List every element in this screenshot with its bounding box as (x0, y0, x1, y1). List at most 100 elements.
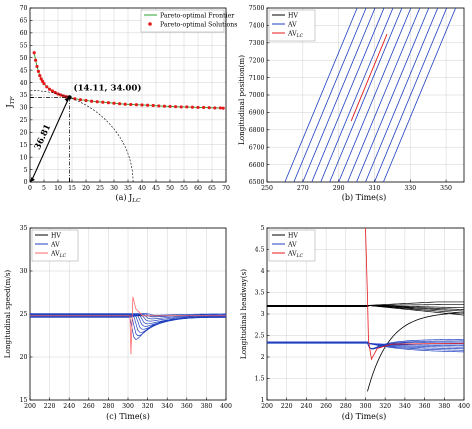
legend-entry: AV (287, 22, 297, 29)
pareto-solution-point (50, 89, 55, 93)
y-tick-label: 50 (20, 55, 28, 62)
y-tick-label: 1 (261, 397, 265, 404)
x-tick-label: 310 (369, 185, 381, 192)
av-trajectory (347, 8, 421, 182)
pareto-frontier-line (33, 52, 224, 109)
x-tick-label: 10 (54, 185, 62, 192)
y-tick-label: 35 (20, 225, 28, 232)
panel-d-headway: 200 220 240 260 280 300 320 340 360 380 400 1 1.5 2 2.… (239, 225, 470, 421)
x-tick-label: 280 (102, 403, 114, 410)
y-tick-label: 70 (20, 5, 28, 12)
lc-speed-line (30, 296, 226, 355)
av-headway-line (267, 341, 465, 353)
pareto-solution-point (84, 98, 88, 103)
pareto-solution-point (207, 106, 211, 110)
pareto-solution-point (146, 103, 150, 107)
x-tick-label: 50 (166, 185, 174, 192)
y-tick-label: 6800 (249, 127, 265, 134)
x-tick-label: 200 (24, 403, 36, 410)
y-tick-label: 65 (20, 18, 28, 25)
y-tick-label: 7500 (249, 5, 265, 12)
highlight-point (67, 95, 72, 100)
panel-a-pareto: 0 5 10 15 20 25 30 35 40 45 50 55 60 65 70 0 5 10 15 20 25 30… (5, 5, 237, 204)
legend-marker (148, 22, 152, 26)
x-tick-label: 70 (222, 185, 230, 192)
pareto-solution-point (45, 85, 49, 89)
av-trajectory (356, 8, 430, 182)
x-tick-label: 300 (122, 403, 134, 410)
radius-arrow-tail (30, 177, 35, 182)
pareto-solution-point (95, 100, 99, 104)
pareto-solution-point (174, 105, 178, 109)
pareto-solution-point (129, 102, 133, 107)
dashed-circle-arc (29, 90, 134, 183)
av-speed-line (30, 313, 227, 318)
x-tick-label: 400 (458, 403, 470, 410)
x-tick-label: 340 (161, 403, 173, 410)
y-tick-label: 35 (20, 92, 28, 99)
caption-a: (a) JLC (116, 193, 142, 204)
y-tick-label: 25 (20, 311, 28, 318)
pareto-solution-point (190, 105, 194, 109)
pareto-solution-point (106, 101, 110, 105)
legend-entry: AVLC (287, 251, 304, 260)
pareto-solution-point (38, 74, 42, 78)
caption-b: (b) Time(s) (342, 193, 386, 202)
y-tick-label: 15 (20, 142, 28, 149)
y-tick-label: 7100 (249, 75, 265, 82)
pareto-solution-point (90, 99, 94, 103)
x-tick-label: 260 (320, 403, 332, 410)
y-axis-label: Longitudinal speed(m/s) (3, 270, 12, 359)
x-tick-label: 15 (68, 185, 76, 192)
pareto-solution-point (73, 97, 77, 101)
av-trajectory (293, 8, 367, 182)
y-tick-label: 7400 (249, 23, 265, 30)
pareto-solution-point (162, 104, 166, 108)
y-tick-label: 1.5 (255, 376, 265, 383)
x-tick-label: 340 (399, 403, 411, 410)
pareto-solution-point (179, 105, 183, 109)
x-tick-label: 380 (438, 403, 450, 410)
x-tick-label: 240 (63, 403, 75, 410)
av-speed-line (30, 314, 227, 322)
legend-entry: Pareto-optimal Solutions (160, 22, 237, 29)
lc-headway-line (365, 227, 465, 361)
caption-d: (d) Time(s) (342, 412, 386, 421)
trajectories (284, 8, 456, 182)
x-tick-label: 260 (83, 403, 95, 410)
x-tick-label: 65 (208, 185, 216, 192)
x-tick-label: 250 (261, 185, 273, 192)
legend-entry: Pareto-optimal Frontier (160, 13, 234, 20)
x-tick-label: 360 (181, 403, 193, 410)
legend-entry: HV (288, 233, 298, 240)
av-trajectory (365, 8, 439, 182)
y-tick-label: 6700 (249, 144, 265, 151)
x-tick-label: 20 (82, 185, 90, 192)
pareto-solution-point (32, 51, 36, 55)
y-tick-label: 4 (261, 268, 265, 275)
y-tick-label: 20 (20, 354, 28, 361)
y-tick-label: 10 (20, 154, 28, 161)
x-tick-label: 240 (300, 403, 312, 410)
x-tick-label: 300 (360, 403, 372, 410)
pareto-solution-point (35, 64, 39, 69)
legend-entry: AVLC (287, 31, 304, 40)
point-annotation: (14.11, 34.00) (74, 82, 142, 93)
y-tick-label: 2 (261, 354, 265, 361)
x-tick-label: 280 (340, 403, 352, 410)
y-tick-label: 3 (261, 311, 265, 318)
av-trajectory (320, 8, 394, 182)
pareto-solution-point (101, 100, 105, 104)
x-tick-label: 25 (96, 185, 104, 192)
y-tick-label: 30 (20, 105, 28, 112)
legend-entry: AV (50, 242, 60, 249)
y-tick-label: 7000 (249, 92, 265, 99)
av-trajectory (311, 8, 385, 182)
hv-recovery-line (367, 312, 465, 392)
pareto-solution-point (118, 102, 122, 106)
pareto-solution-point (36, 69, 41, 73)
panel-c-speed: 200 220 240 260 280 300 320 340 360 380 400 15 20 25 3… (3, 225, 232, 421)
x-tick-label: 55 (180, 185, 188, 192)
x-tick-label: 30 (110, 185, 118, 192)
